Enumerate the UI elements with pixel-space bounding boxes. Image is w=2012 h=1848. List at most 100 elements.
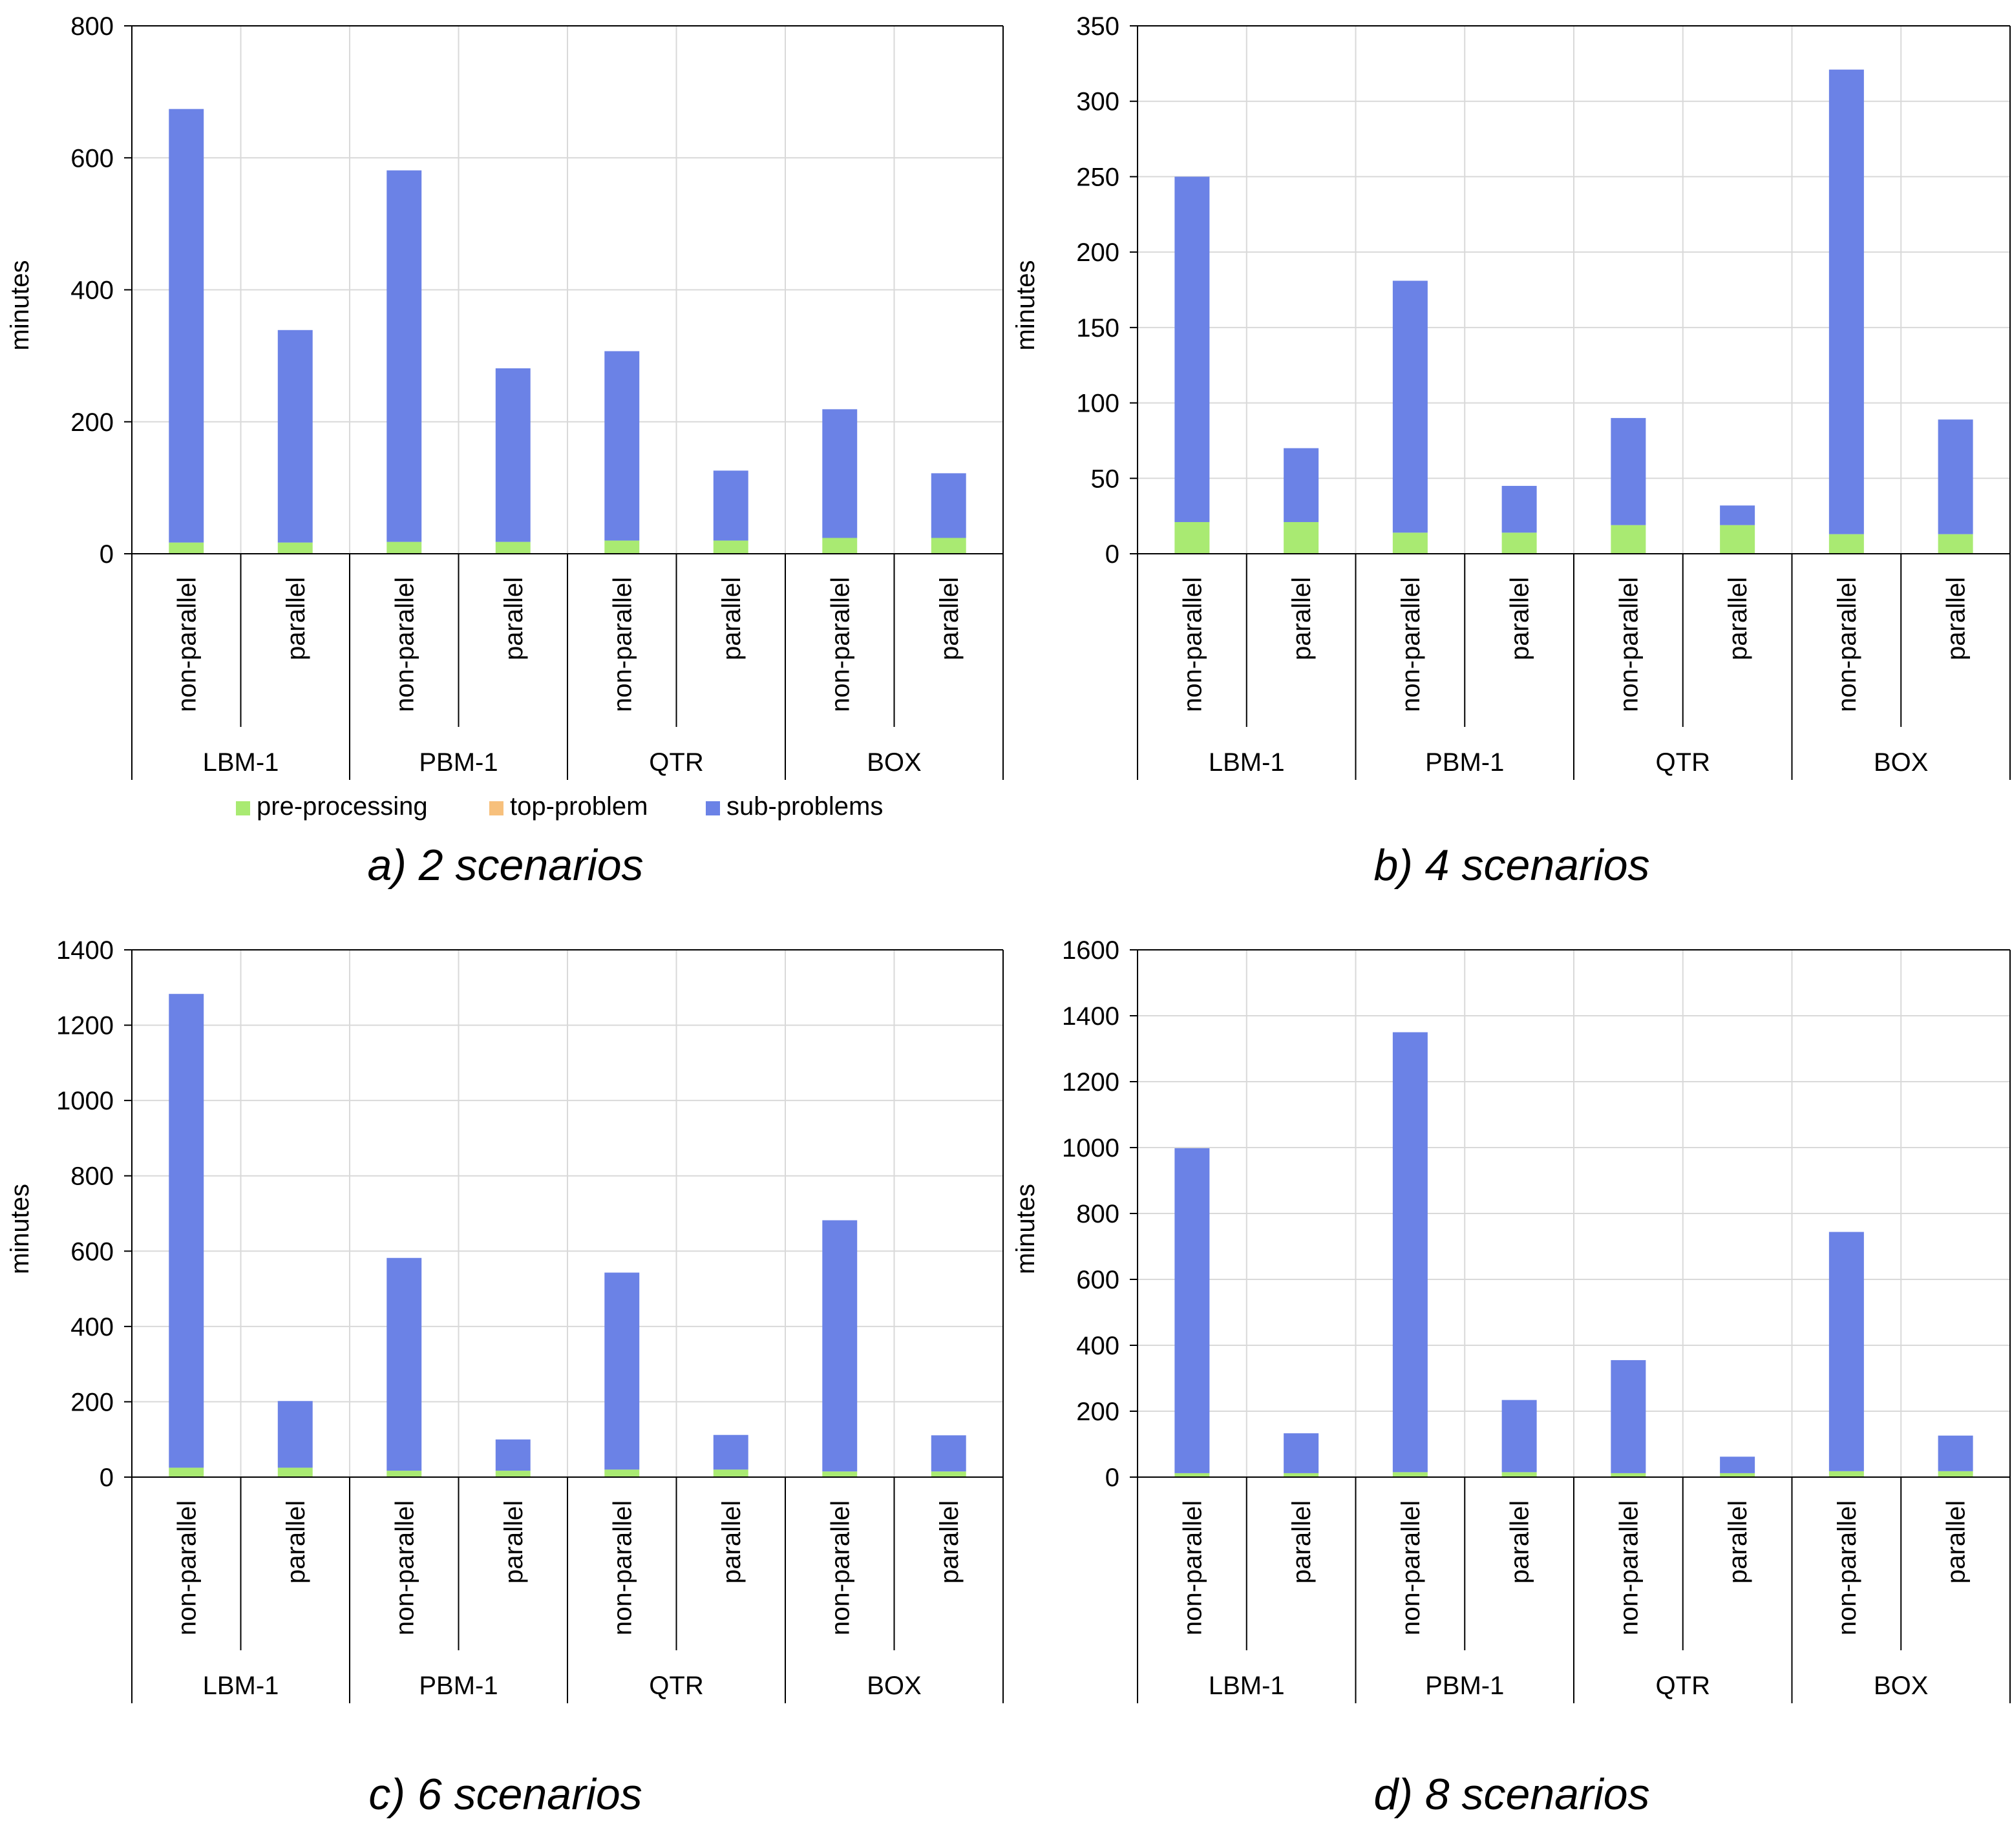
bar-segment-sub-problems [1174,1148,1210,1473]
bar-segment-sub-problems [169,109,204,543]
bar-segment-pre-processing [713,1469,748,1477]
bar-segment-pre-processing [277,1467,313,1477]
bar-segment-sub-problems [495,368,531,542]
y-tick-label: 400 [70,277,114,305]
bar-segment-sub-problems [1392,280,1428,533]
group-label: PBM-1 [419,1672,498,1700]
bar-segment-pre-processing [1174,521,1210,554]
y-tick-label: 1400 [1062,1002,1119,1031]
group-label: PBM-1 [1425,748,1504,777]
group-label: BOX [1874,748,1928,777]
x-tick-label: non-parallel [390,577,419,712]
y-tick-label: 0 [100,540,114,569]
chart-panel-4: 0 200 400 600 800 1000 1200 1400 1600 non-paralle… [1011,936,2011,1819]
y-tick-label: 1000 [1062,1134,1119,1162]
bar-segment-sub-problems [387,1257,422,1471]
x-tick-label: parallel [935,1500,964,1584]
bar-segment-pre-processing [604,540,640,554]
x-tick-label: non-parallel [608,1500,637,1635]
legend-swatch-sub-problems [706,801,720,815]
bar-segment-pre-processing [1938,534,1973,554]
y-tick-label: 200 [70,408,114,437]
bar-segment-pre-processing [1828,534,1864,554]
group-label: BOX [867,748,921,777]
bar-segment-pre-processing [1501,532,1537,554]
bar-segment-sub-problems [1392,1032,1428,1473]
bar-segment-pre-processing [1611,1473,1646,1477]
bar-segment-pre-processing [1174,1473,1210,1477]
x-tick-label: parallel [935,577,964,660]
x-tick-label: parallel [500,577,528,660]
x-tick-label: non-parallel [1615,577,1643,712]
y-tick-label: 1200 [1062,1068,1119,1097]
legend-swatch-top-problem [489,801,503,815]
x-tick-label: non-parallel [1833,1500,1861,1635]
y-tick-label: 200 [1076,1398,1119,1426]
y-tick-label: 1200 [56,1012,114,1040]
bar-segment-pre-processing [495,541,531,554]
y-tick-label: 1600 [1062,936,1119,965]
bar-segment-sub-problems [1284,448,1319,522]
bar-segment-pre-processing [1284,1473,1319,1477]
y-tick-label: 100 [1076,390,1119,418]
bar-segment-sub-problems [1720,1456,1755,1473]
bar-segment-sub-problems [1501,485,1537,533]
legend-label: pre-processing [257,792,428,821]
x-tick-label: non-parallel [173,1500,201,1635]
chart-panel-3: 0 200 400 600 800 1000 1200 1400 non-parallel par… [6,936,1004,1819]
legend-label: sub-problems [726,792,883,821]
x-tick-label: non-parallel [1178,1500,1207,1635]
bar-segment-sub-problems [1828,1232,1864,1471]
bar-segment-sub-problems [713,1434,748,1470]
x-tick-label: parallel [282,577,310,660]
bar-segment-sub-problems [713,470,748,541]
x-tick-label: non-parallel [173,577,201,712]
panel-caption: b) 4 scenarios [1373,841,1649,890]
y-tick-label: 0 [100,1464,114,1492]
bar-segment-pre-processing [1284,521,1319,554]
bar-segment-pre-processing [1720,525,1755,554]
y-axis-title: minutes [1011,260,1040,350]
bar-segment-pre-processing [713,540,748,554]
bar-segment-sub-problems [931,1435,966,1472]
y-tick-label: 400 [1076,1332,1119,1360]
bar-segment-pre-processing [931,538,966,554]
x-tick-label: parallel [1942,577,1971,660]
bar-segment-sub-problems [169,994,204,1468]
bar-segment-pre-processing [822,538,858,554]
bar-segment-pre-processing [387,1471,422,1477]
y-tick-label: 350 [1076,12,1119,41]
y-tick-label: 1000 [56,1087,114,1115]
bar-segment-pre-processing [277,542,313,554]
group-label: QTR [649,748,703,777]
bar-segment-sub-problems [1174,176,1210,522]
x-tick-label: non-parallel [1397,1500,1425,1635]
x-tick-label: parallel [1506,577,1534,660]
x-tick-label: non-parallel [1178,577,1207,712]
y-tick-label: 600 [1076,1266,1119,1294]
y-axis-title: minutes [1011,1184,1040,1274]
y-tick-label: 800 [1076,1200,1119,1228]
bar-segment-sub-problems [1938,1435,1973,1471]
bar-segment-pre-processing [1938,1471,1973,1477]
group-label: LBM-1 [1209,1672,1285,1700]
bar-segment-sub-problems [387,170,422,542]
group-label: LBM-1 [203,1672,279,1700]
x-tick-label: non-parallel [1397,577,1425,712]
x-tick-label: non-parallel [826,1500,854,1635]
x-tick-label: parallel [1506,1500,1534,1584]
bar-segment-pre-processing [1828,1471,1864,1477]
y-axis-title: minutes [6,1184,34,1274]
bar-segment-pre-processing [495,1471,531,1477]
x-tick-label: non-parallel [826,577,854,712]
legend: pre-processing top-problem sub-problems [236,792,883,821]
bar-segment-sub-problems [1611,417,1646,525]
bar-segment-sub-problems [277,1401,313,1468]
y-axis-title: minutes [6,260,34,350]
x-tick-label: parallel [1724,577,1752,660]
bar-segment-sub-problems [604,351,640,541]
panel-caption: c) 6 scenarios [368,1770,642,1819]
bar-segment-sub-problems [604,1272,640,1470]
bar-segment-sub-problems [822,1220,858,1472]
